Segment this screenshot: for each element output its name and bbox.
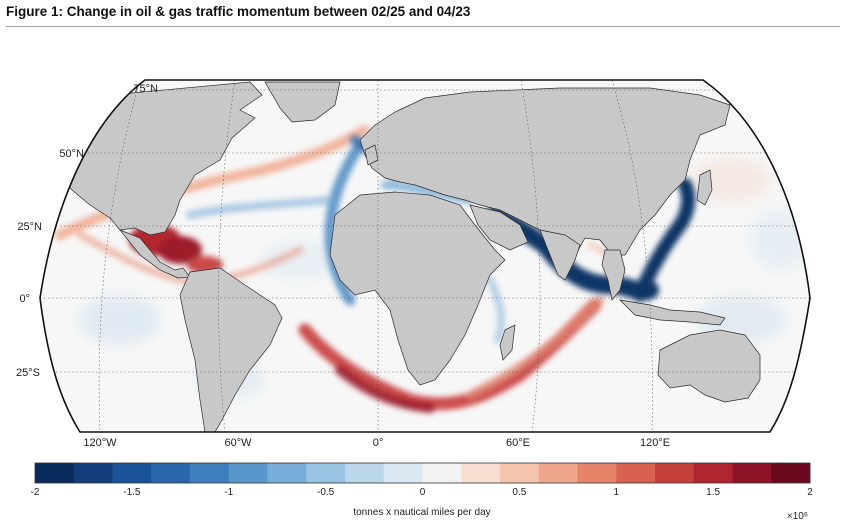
china-sea-route bbox=[633, 178, 696, 302]
colorbar-tick-label: -2 bbox=[31, 487, 40, 498]
arabia bbox=[469, 204, 529, 251]
lat-label-75n: 75°N bbox=[133, 83, 158, 95]
colorbar-swatch bbox=[616, 463, 656, 483]
colorbar-scale: ×10⁶ bbox=[787, 511, 808, 522]
japan bbox=[696, 169, 713, 206]
colorbar-swatch bbox=[383, 463, 423, 483]
lat-label-25s: 25°S bbox=[16, 367, 40, 379]
colorbar-ticks: -2 -1.5 -1 -0.5 0 0.5 1 1.5 2 bbox=[31, 487, 814, 498]
colorbar-swatch bbox=[151, 463, 191, 483]
colorbar-swatch bbox=[655, 463, 695, 483]
colorbar-swatch bbox=[732, 463, 772, 483]
colorbar-border bbox=[34, 462, 811, 484]
lon-label-0: 0° bbox=[373, 437, 384, 449]
colorbar-swatch bbox=[345, 463, 385, 483]
lat-label-25n: 25°N bbox=[17, 221, 42, 233]
colorbar bbox=[34, 462, 811, 484]
lat-label-50n: 50°N bbox=[59, 148, 84, 160]
map-border bbox=[39, 79, 811, 433]
southeast-asia bbox=[601, 249, 626, 301]
colorbar-swatch bbox=[538, 463, 578, 483]
persian-gulf-route bbox=[486, 206, 659, 301]
colorbar-tick-label: 0.5 bbox=[512, 487, 526, 498]
lon-label-120e: 120°E bbox=[640, 437, 670, 449]
central-america bbox=[118, 229, 191, 279]
colorbar-tick-label: -0.5 bbox=[317, 487, 335, 498]
colorbar-swatch bbox=[190, 463, 230, 483]
africa bbox=[329, 191, 506, 386]
colorbar-swatch bbox=[112, 463, 152, 483]
colorbar-label: tonnes x nautical miles per day bbox=[353, 507, 490, 518]
australia bbox=[657, 329, 761, 403]
colorbar-tick-label: 1.5 bbox=[706, 487, 720, 498]
colorbar-tick-label: 2 bbox=[807, 487, 813, 498]
lane-south-atlantic-red-edge bbox=[335, 365, 435, 413]
colorbar-swatch bbox=[306, 463, 346, 483]
colorbar-swatch bbox=[500, 463, 540, 483]
colorbar-swatch bbox=[693, 463, 733, 483]
colorbar-swatch bbox=[73, 463, 113, 483]
lon-label-60e: 60°E bbox=[506, 437, 530, 449]
lane-east-africa-blue bbox=[486, 276, 505, 344]
landmasses bbox=[59, 81, 761, 432]
colorbar-swatch bbox=[422, 463, 462, 483]
colorbar-swatch bbox=[461, 463, 501, 483]
lane-indian-red bbox=[466, 296, 604, 399]
lane-atlantic-blue bbox=[186, 196, 334, 219]
colorbar-swatch bbox=[35, 463, 75, 483]
asia-route-decrease bbox=[486, 178, 696, 302]
greenland bbox=[264, 81, 341, 123]
graticule bbox=[40, 80, 810, 432]
colorbar-tick-label: 0 bbox=[420, 487, 426, 498]
lat-label-0: 0° bbox=[19, 293, 30, 305]
figure-title: Figure 1: Change in oil & gas traffic mo… bbox=[6, 4, 471, 19]
title-divider bbox=[6, 26, 840, 27]
lon-label-120w: 120°W bbox=[83, 437, 117, 449]
longitude-labels: 120°W 60°W 0° 60°E 120°E bbox=[83, 437, 670, 449]
colorbar-swatch bbox=[267, 463, 307, 483]
colorbar-tick-label: -1 bbox=[224, 487, 233, 498]
lane-west-africa-blue bbox=[324, 139, 366, 306]
colorbar-swatch bbox=[577, 463, 617, 483]
latitude-labels: 75°N 50°N 25°N 0° 25°S bbox=[16, 83, 158, 379]
colorbar-tick-label: 1 bbox=[613, 487, 619, 498]
lon-label-60w: 60°W bbox=[224, 437, 252, 449]
india bbox=[539, 229, 581, 281]
madagascar bbox=[499, 324, 516, 361]
colorbar-swatch bbox=[228, 463, 268, 483]
indonesia bbox=[618, 299, 726, 326]
colorbar-swatch bbox=[771, 463, 811, 483]
colorbar-tick-label: -1.5 bbox=[123, 487, 141, 498]
south-america bbox=[179, 267, 283, 432]
lane-caribbean-red bbox=[76, 231, 304, 285]
